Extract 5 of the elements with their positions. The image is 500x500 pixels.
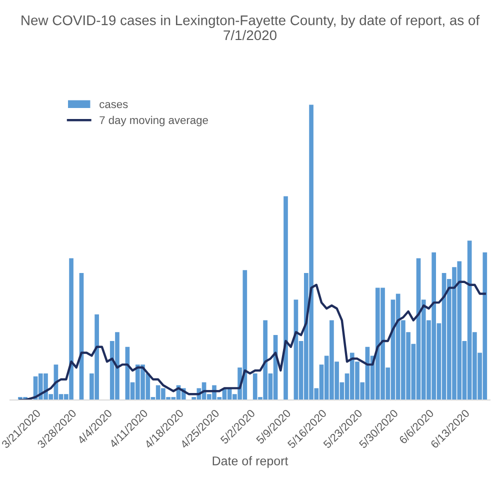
x-axis-title: Date of report bbox=[212, 456, 288, 468]
bar bbox=[284, 196, 288, 400]
legend-label: 7 day moving average bbox=[100, 116, 208, 126]
legend-label: cases bbox=[100, 102, 128, 108]
chart-title: New COVID-19 cases in Lexington-Fayette County, by date of report, as of 7/1/2020 bbox=[22, 15, 480, 40]
